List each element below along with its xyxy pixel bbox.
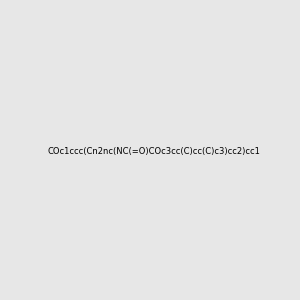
Text: COc1ccc(Cn2nc(NC(=O)COc3cc(C)cc(C)c3)cc2)cc1: COc1ccc(Cn2nc(NC(=O)COc3cc(C)cc(C)c3)cc2… <box>47 147 260 156</box>
